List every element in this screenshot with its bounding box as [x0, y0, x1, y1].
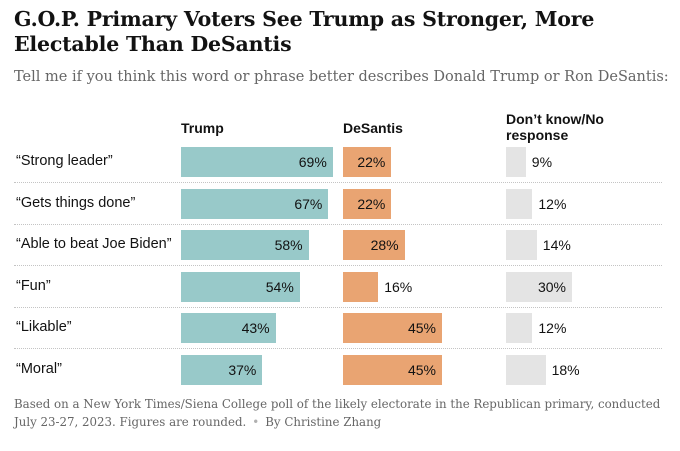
value-label-trump: 67% [294, 195, 323, 212]
bar-no-response [506, 354, 546, 385]
row-label: “Gets things done” [16, 194, 136, 211]
value-label-no-response: 18% [551, 361, 580, 378]
bar-no-response [506, 271, 572, 302]
value-label-no-response: 12% [538, 195, 567, 212]
bar-trump [181, 147, 333, 177]
value-label-desantis: 28% [370, 237, 399, 253]
column-header-no-response: Don’t know/No response [506, 111, 604, 143]
value-label-no-response: 30% [537, 278, 566, 295]
chart-subtitle: Tell me if you think this word or phrase… [14, 69, 669, 85]
bar-desantis [343, 354, 442, 385]
bar-trump [181, 230, 309, 260]
value-label-no-response: 12% [538, 320, 567, 336]
row-divider [14, 306, 662, 308]
value-label-trump: 58% [274, 237, 303, 253]
bar-desantis [343, 313, 442, 343]
bar-trump [181, 271, 300, 302]
bar-trump [181, 188, 329, 219]
value-label-desantis: 45% [407, 320, 436, 336]
row-label: “Likable” [16, 319, 72, 335]
bar-no-response [506, 188, 533, 219]
value-label-trump: 54% [265, 278, 294, 295]
bar-trump [181, 313, 276, 343]
value-label-no-response: 9% [531, 154, 553, 170]
row-label: “Strong leader” [16, 153, 113, 169]
bar-desantis [343, 188, 392, 219]
value-label-trump: 69% [298, 154, 327, 170]
bar-no-response [506, 313, 533, 343]
row-label: “Moral” [16, 360, 62, 377]
bar-no-response [506, 147, 526, 177]
footnote-text: Based on a New York Times/Siena College … [14, 397, 661, 429]
value-label-trump: 37% [228, 361, 257, 378]
column-header-trump: Trump [181, 120, 224, 136]
separator-dot-icon: • [252, 415, 260, 429]
bar-no-response [506, 230, 537, 260]
value-label-desantis: 16% [384, 278, 413, 295]
row-divider [14, 348, 662, 349]
chart-footnote: Based on a New York Times/Siena College … [14, 395, 674, 431]
bar-desantis [343, 271, 379, 302]
value-label-desantis: 22% [357, 154, 386, 170]
row-divider [14, 265, 662, 266]
value-label-desantis: 45% [407, 361, 436, 378]
value-label-no-response: 14% [542, 237, 571, 253]
footnote-byline: By Christine Zhang [265, 415, 382, 429]
row-label: “Fun” [16, 277, 51, 294]
chart-title: G.O.P. Primary Voters See Trump as Stron… [14, 7, 595, 56]
value-label-trump: 43% [241, 320, 270, 336]
column-header-desantis: DeSantis [343, 120, 403, 136]
bar-desantis [343, 147, 392, 177]
row-label: “Able to beat Joe Biden” [16, 236, 172, 252]
value-label-desantis: 22% [357, 195, 386, 212]
row-divider [14, 182, 662, 183]
row-divider [14, 223, 662, 225]
bar-desantis [343, 230, 405, 260]
bar-trump [181, 354, 263, 385]
